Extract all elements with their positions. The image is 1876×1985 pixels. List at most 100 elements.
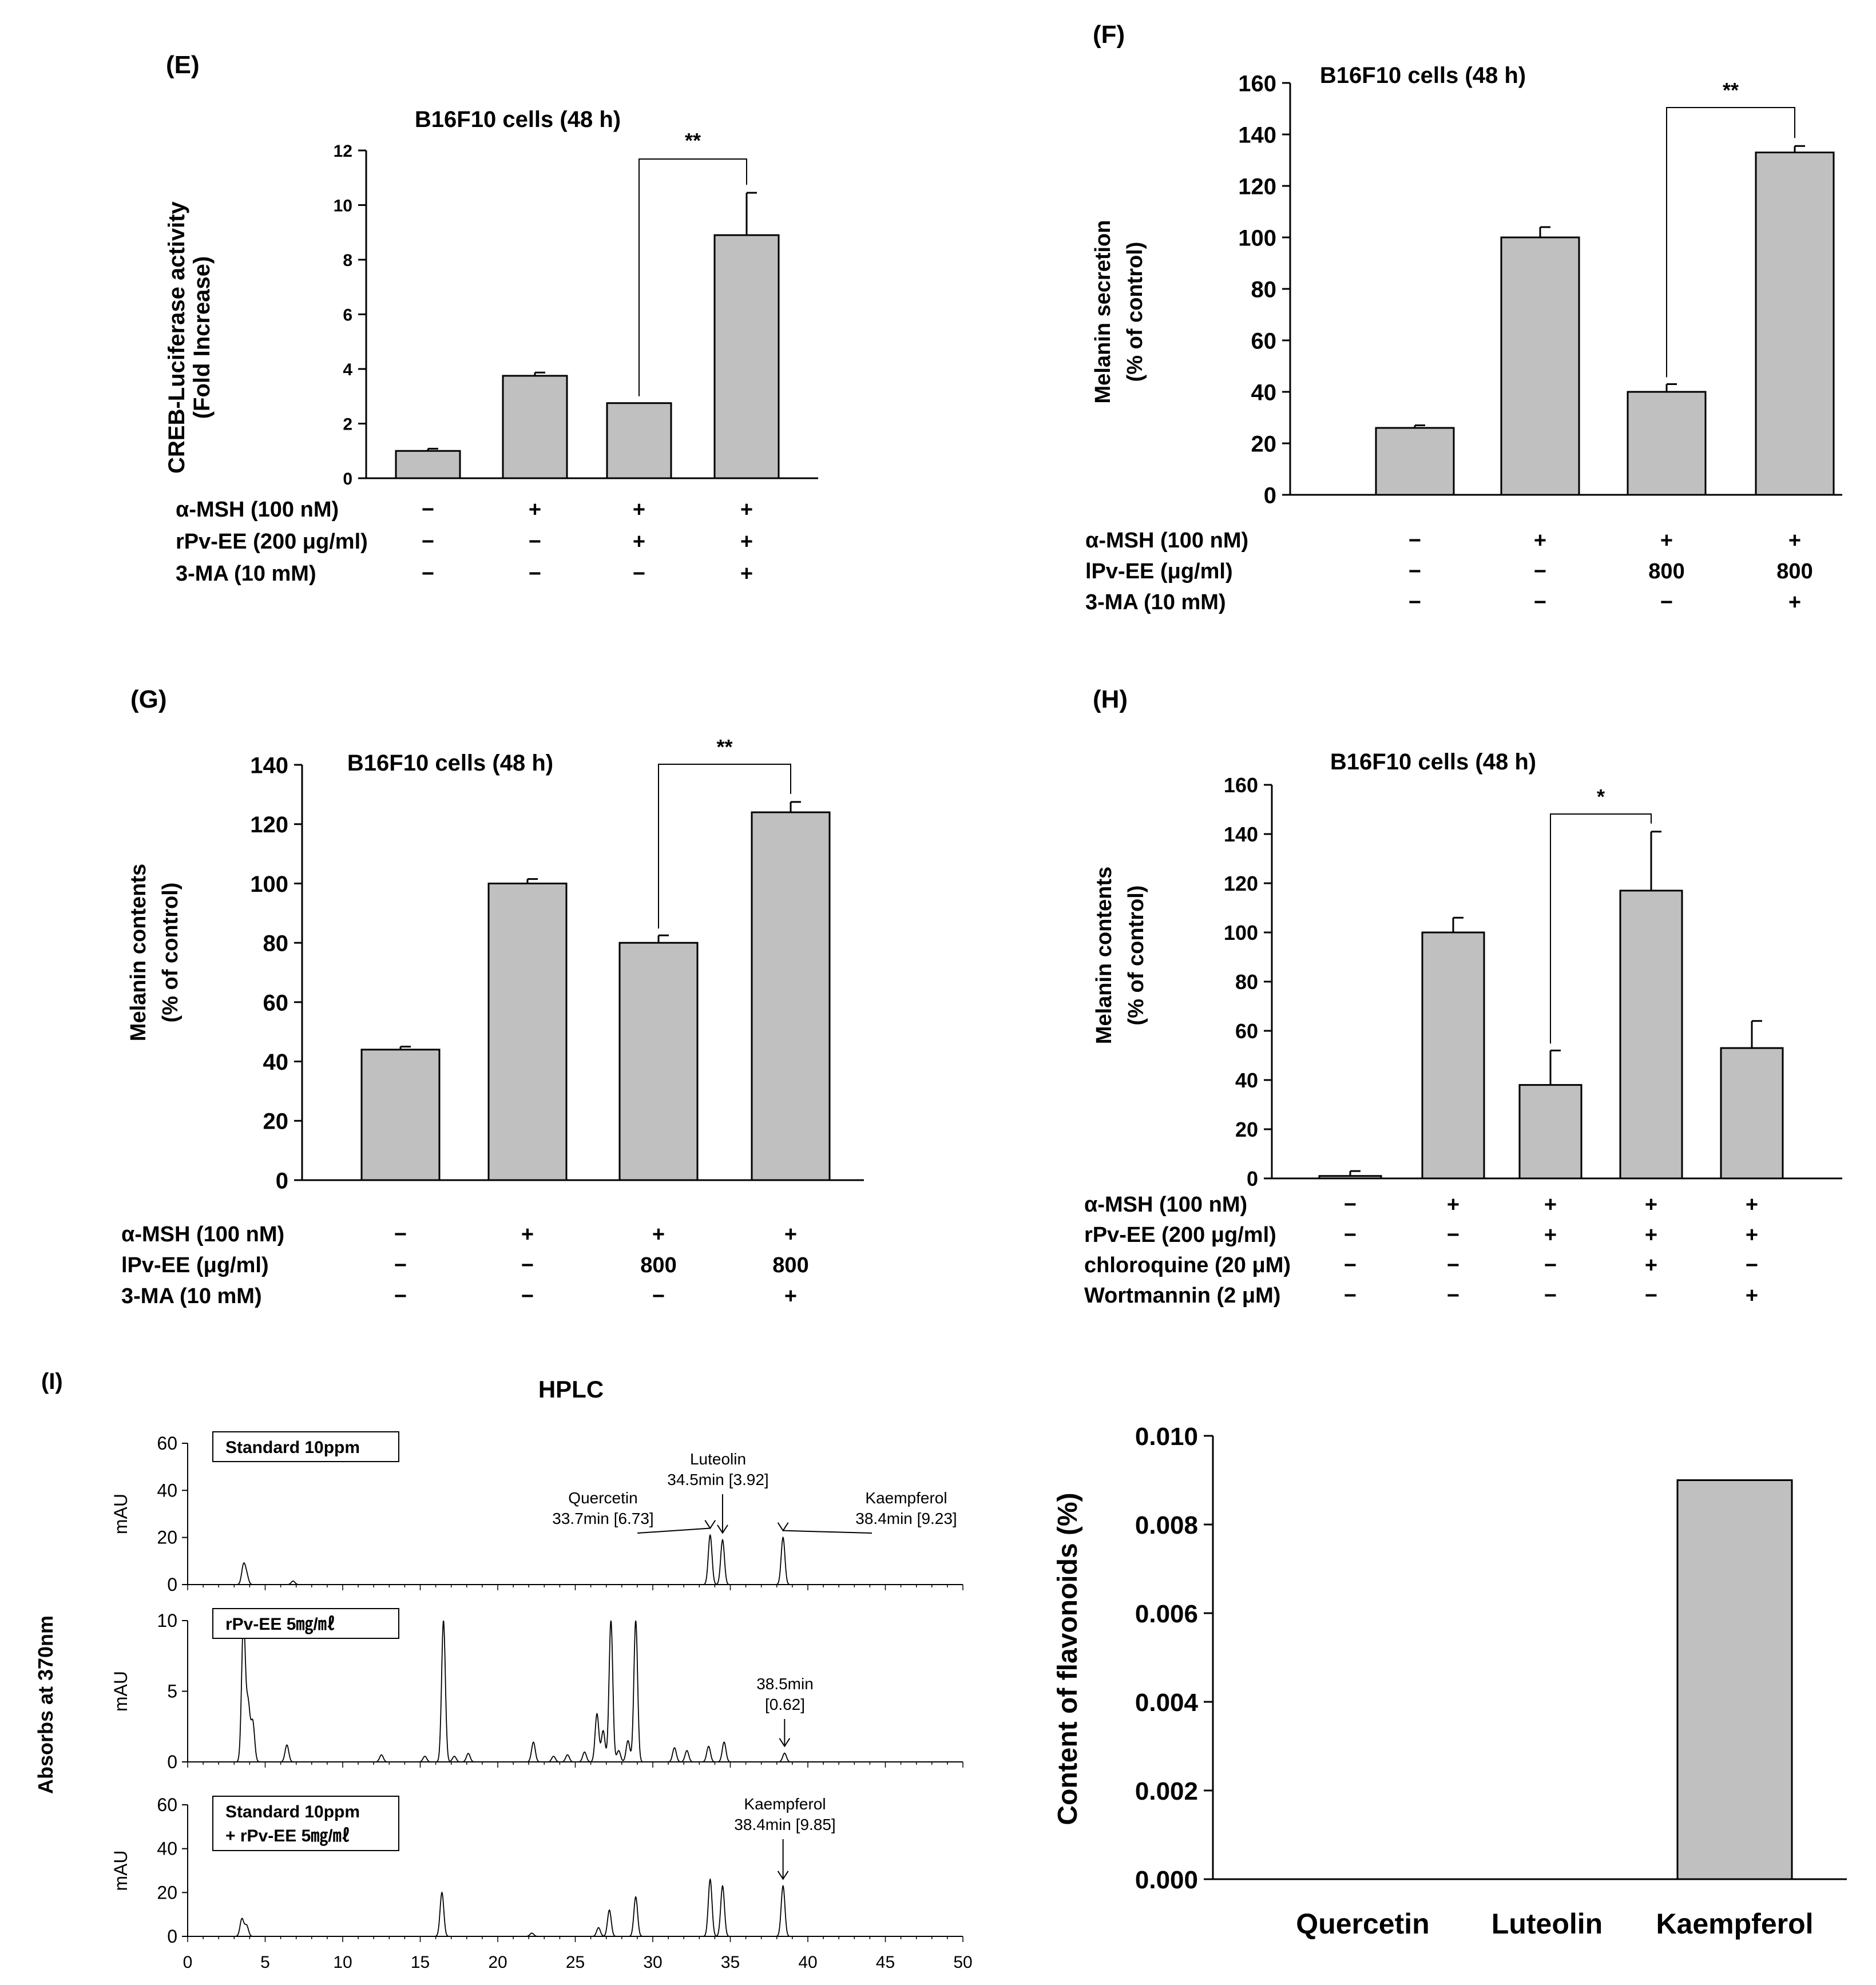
- treatment-sign: −: [1409, 590, 1421, 614]
- y-tick-label: 10: [334, 196, 352, 215]
- treatment-sign: +: [652, 1222, 665, 1246]
- y-tick-label: 120: [1224, 872, 1258, 895]
- significance-label: **: [716, 735, 732, 759]
- treatment-sign: −: [1447, 1284, 1459, 1308]
- y-tick-label: 20: [1251, 431, 1277, 456]
- bar: [1318, 1175, 1382, 1180]
- y-axis-label: CREB-Luciferase activity: [164, 201, 189, 473]
- legend-label: Standard 10ppm: [225, 1803, 360, 1821]
- chromatogram-trace: [188, 1534, 963, 1585]
- treatment-label: 3-MA (10 mM): [121, 1284, 262, 1308]
- treatment-label: α-MSH (100 nM): [1084, 1193, 1247, 1217]
- treatment-sign: −: [633, 562, 645, 586]
- y-tick-label: 60: [1235, 1019, 1258, 1043]
- treatment-sign: +: [784, 1222, 797, 1246]
- treatment-label: lPv-EE (μg/ml): [121, 1253, 269, 1277]
- treatment-label: α-MSH (100 nM): [121, 1222, 284, 1246]
- treatment-sign: −: [1344, 1253, 1357, 1277]
- treatment-sign: −: [521, 1284, 534, 1308]
- y-tick-label: 4: [343, 360, 352, 379]
- y-tick-label: 140: [1238, 122, 1276, 148]
- y-tick-label: 40: [1235, 1069, 1258, 1092]
- annotation-arrow: [783, 1530, 872, 1534]
- x-tick-label: 50: [953, 1953, 972, 1972]
- significance-bracket: [658, 764, 791, 929]
- y-tick-label: 0.006: [1135, 1600, 1198, 1628]
- panel-i-hplc-chromatograms: (I) HPLC Absorbs at 370nm 0 20 40 60 mAU Standar…: [34, 1369, 973, 1972]
- x-tick-label: 5: [260, 1953, 270, 1972]
- legend-label: + rPv-EE 5㎎/㎖: [225, 1827, 350, 1847]
- y-axis-label: Melanin contents: [126, 864, 150, 1041]
- annotation-arrow: [637, 1527, 711, 1534]
- treatment-sign: −: [521, 1253, 534, 1277]
- y-tick-label: 10: [157, 1610, 177, 1631]
- y-tick-label: 100: [1238, 225, 1276, 251]
- treatment-sign: −: [394, 1222, 407, 1246]
- treatment-sign: +: [633, 498, 645, 522]
- y-tick-label: 0.000: [1135, 1866, 1198, 1894]
- y-tick-label: 0: [276, 1168, 288, 1193]
- panel-h-bar-chart: (H) B16F10 cells (48 h) Melanin contents (%…: [1084, 685, 1842, 1308]
- y-axis-label: (% of control): [158, 883, 183, 1023]
- legend-box: [212, 1431, 399, 1462]
- y-tick-label: 20: [157, 1527, 177, 1548]
- treatment-sign: +: [1660, 529, 1673, 553]
- y-tick-label: 40: [157, 1839, 177, 1859]
- treatment-sign: +: [740, 562, 753, 586]
- treatment-sign: −: [394, 1284, 407, 1308]
- annotation-arrowhead: [717, 1525, 728, 1534]
- annotation-arrowhead: [704, 1520, 716, 1530]
- x-category-label: Quercetin: [1296, 1908, 1429, 1940]
- x-tick-label: 20: [488, 1953, 507, 1972]
- peak-annotation: Quercetin: [568, 1489, 637, 1507]
- treatment-sign: −: [1746, 1253, 1758, 1277]
- panel-label: (G): [130, 685, 167, 713]
- treatment-sign: +: [740, 498, 753, 522]
- panel-f-bar-chart: (F) B16F10 cells (48 h) Melanin secretion (…: [1085, 21, 1842, 614]
- peak-annotation: 33.7min [6.73]: [552, 1510, 653, 1527]
- treatment-sign: −: [422, 562, 434, 586]
- bar: [1755, 152, 1835, 496]
- treatment-sign: +: [1645, 1193, 1657, 1217]
- y-tick-label: 0.010: [1135, 1423, 1198, 1451]
- treatment-sign: +: [521, 1222, 534, 1246]
- y-tick-label: 0.008: [1135, 1511, 1198, 1539]
- y-unit-label: mAU: [110, 1494, 131, 1534]
- treatment-label: rPv-EE (200 μg/ml): [1084, 1223, 1276, 1247]
- y-tick-label: 80: [263, 931, 289, 956]
- y-tick-label: 20: [157, 1882, 177, 1903]
- x-tick-label: 30: [643, 1953, 662, 1972]
- treatment-sign: +: [1788, 529, 1801, 553]
- significance-bracket: [638, 158, 747, 396]
- treatment-sign: −: [1534, 559, 1546, 583]
- y-tick-label: 40: [263, 1050, 289, 1075]
- treatment-sign: +: [784, 1284, 797, 1308]
- y-tick-label: 120: [1238, 174, 1276, 199]
- panel-label: (F): [1093, 21, 1125, 49]
- bar: [1375, 427, 1455, 496]
- treatment-label: rPv-EE (200 μg/ml): [176, 530, 368, 554]
- chart-title: B16F10 cells (48 h): [1320, 63, 1526, 88]
- peak-annotation: Kaempferol: [865, 1489, 947, 1507]
- treatment-label: lPv-EE (μg/ml): [1085, 559, 1233, 583]
- bar: [751, 811, 831, 1181]
- treatment-sign: +: [1544, 1193, 1557, 1217]
- y-tick-label: 12: [334, 142, 352, 161]
- significance-label: *: [1597, 785, 1605, 808]
- treatment-label: 3-MA (10 mM): [176, 562, 316, 586]
- treatment-sign: +: [1645, 1253, 1657, 1277]
- treatment-sign: −: [422, 498, 434, 522]
- panel-label: (H): [1093, 685, 1128, 713]
- bar: [487, 882, 568, 1181]
- treatment-sign: −: [1645, 1284, 1657, 1308]
- treatment-sign: −: [1344, 1193, 1357, 1217]
- treatment-label: α-MSH (100 nM): [1085, 529, 1248, 553]
- peak-annotation: 38.4min [9.23]: [855, 1510, 957, 1527]
- y-tick-label: 60: [263, 990, 289, 1015]
- treatment-label: chloroquine (20 μM): [1084, 1253, 1291, 1277]
- legend-label: Standard 10ppm: [225, 1438, 360, 1457]
- treatment-sign: +: [1447, 1193, 1459, 1217]
- peak-annotation: Kaempferol: [744, 1795, 826, 1813]
- y-unit-label: mAU: [110, 1671, 131, 1712]
